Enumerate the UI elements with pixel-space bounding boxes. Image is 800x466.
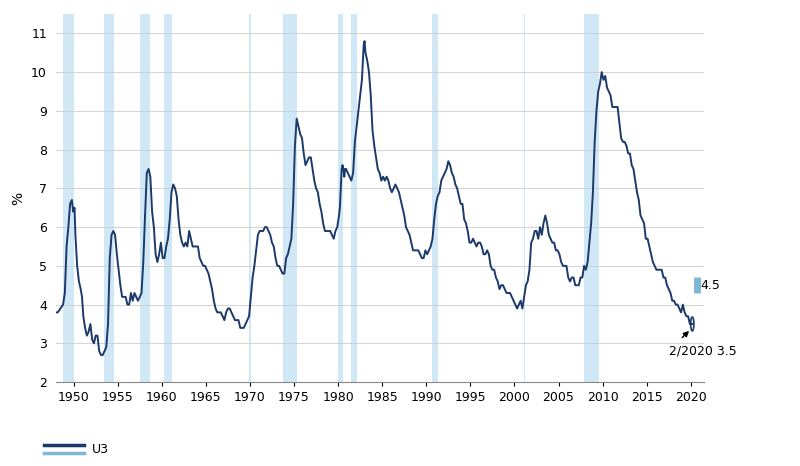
Bar xyxy=(584,14,599,382)
Bar xyxy=(62,14,74,382)
Bar xyxy=(431,14,438,382)
Text: U3: U3 xyxy=(92,443,109,456)
Text: 2/2020 3.5: 2/2020 3.5 xyxy=(669,344,737,357)
Bar xyxy=(249,14,251,382)
Bar xyxy=(351,14,357,382)
Bar xyxy=(338,14,342,382)
Bar xyxy=(164,14,172,382)
Bar xyxy=(105,14,114,382)
Bar xyxy=(140,14,150,382)
Bar xyxy=(283,14,297,382)
Y-axis label: %: % xyxy=(11,192,26,205)
Text: 4.5: 4.5 xyxy=(701,279,720,292)
